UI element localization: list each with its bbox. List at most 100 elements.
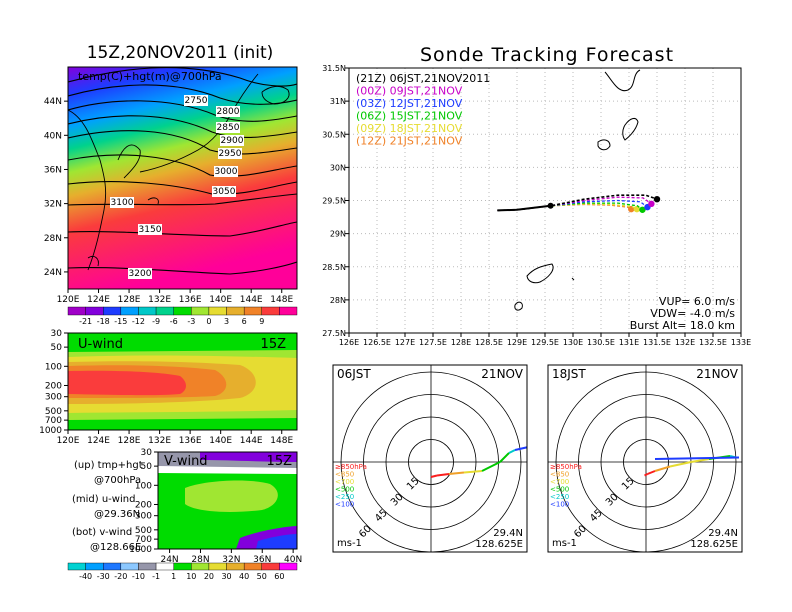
wind-cbar-label: -30: [97, 572, 110, 581]
contour-label-bg: [138, 224, 162, 235]
hodo-lon: 128.625E: [475, 539, 523, 550]
contour-label-bg: [128, 268, 152, 279]
contour-label-bg: [220, 135, 244, 146]
uwind-lon-label: 132E: [148, 436, 171, 446]
hodo-date: 21NOV: [696, 367, 738, 381]
contour-label: 2950: [219, 149, 242, 159]
track-lon-label: 128.5E: [475, 338, 503, 347]
track-lon-label: 131.5E: [643, 338, 671, 347]
vwind-title: V-wind: [164, 454, 208, 469]
side-notes: (up) tmp+hgt @700hPa (mid) u-wind @29.36…: [72, 460, 143, 553]
map-lat-label: 36N: [44, 165, 62, 175]
track-panel: (21Z) 06JST,21NOV2011(00Z) 09JST,21NOV(0…: [322, 64, 751, 347]
hodo-time: 06JST: [337, 367, 371, 381]
vwind-top-white: [158, 466, 297, 474]
temp-colorbar: -21 -18 -15 -12 -9 -6 -3 0 3 6 9: [67, 306, 298, 326]
map-lon-label: 124E: [87, 295, 110, 305]
hodo-lat: 29.4N: [493, 528, 523, 539]
contour-label: 3000: [215, 167, 238, 177]
note-bot1: (bot) v-wind: [72, 527, 132, 538]
wind-cbar-swatch: [279, 562, 298, 571]
temp-cbar-label: 0: [206, 317, 211, 326]
note-up1: (up) tmp+hgt: [74, 460, 143, 471]
vwind-top-purple: [200, 452, 297, 462]
wind-colorbar: -40 -30 -20 -10 -1 1 10 20 30 40 50 60: [67, 562, 298, 581]
track-lat-label: 28N: [330, 296, 346, 305]
contour-label-bg: [218, 148, 242, 159]
hodo-segment: [669, 461, 692, 468]
wind-cbar-swatch: [173, 562, 192, 571]
temp-cbar-swatch: [191, 306, 210, 316]
hodo-segment: [463, 470, 483, 474]
contour-label: 3150: [139, 225, 162, 235]
map-lon-label: 132E: [148, 295, 171, 305]
track-lon-label: 127E: [395, 338, 415, 347]
track-line-4: [497, 203, 638, 212]
vwind-lat-ticks: 24N 28N 32N 36N 40N: [160, 549, 302, 565]
hodo-segment: [448, 471, 465, 475]
map-contour-labels: 2750 2800 2850 2900 2950 3000 3050 3100 3150 3200: [110, 95, 244, 279]
temp-cbar-swatch: [208, 306, 227, 316]
temp-cbar-label: -18: [97, 317, 110, 326]
wind-cbar-swatch: [155, 562, 174, 571]
vwind-bottom-blue: [256, 534, 297, 549]
map-panel: temp(C)+hgt(m)@700hPa 2750 2800 2850 2900 29…: [44, 66, 298, 305]
contour-label: 2850: [217, 123, 240, 133]
wind-cbar-swatch: [120, 562, 139, 571]
temp-cbar-swatch: [226, 306, 245, 316]
map-label: temp(C)+hgt(m)@700hPa: [78, 70, 222, 83]
map-lon-label: 144E: [240, 295, 263, 305]
track-lat-label: 31N: [330, 97, 346, 106]
track-common-segment: [497, 204, 551, 212]
map-temp-field: [68, 67, 297, 289]
track-lon-label: 131E: [619, 338, 639, 347]
map-lat-label: 28N: [44, 234, 62, 244]
uwind-p-label: 300: [45, 393, 62, 403]
vwind-p-label: 200: [135, 500, 152, 510]
track-line-0: [497, 194, 658, 212]
legend-entry-2: (03Z) 12JST,21NOV: [356, 97, 463, 110]
temp-cbar-label: -12: [132, 317, 145, 326]
wind-cbar-swatch: [226, 562, 245, 571]
note-bot2: @128.66E: [90, 542, 141, 553]
track-endpoint-3: [639, 206, 646, 213]
wind-cbar-label: 50: [257, 572, 267, 581]
map-lon-ticks: 120E 124E 128E 132E 136E 140E 144E 148E: [57, 289, 293, 305]
wind-cbar-label: -40: [79, 572, 92, 581]
wind-cbar-label: 60: [274, 572, 284, 581]
uwind-frame: [67, 332, 298, 431]
track-endpoint-0: [653, 195, 661, 203]
map-contours: [68, 67, 297, 275]
contour-label: 2750: [185, 96, 208, 106]
hodo-time: 18JST: [552, 367, 586, 381]
hodo-ring: [340, 371, 522, 552]
uwind-lon-label: 144E: [240, 436, 263, 446]
track-line-2: [497, 199, 648, 212]
uwind-lon-label: 120E: [57, 436, 80, 446]
wind-cbar-label: 1: [171, 572, 176, 581]
wind-cbar-swatch: [208, 562, 227, 571]
map-frame: [67, 66, 298, 290]
vwind-p-label: 500: [135, 526, 152, 536]
hodo-segment: [690, 458, 710, 463]
hodo-level-3: <500: [550, 486, 569, 494]
track-lon-label: 127.5E: [419, 338, 447, 347]
contour-label-bg: [212, 186, 236, 197]
hodo-ring: [385, 416, 477, 508]
hodo-level-3: <500: [335, 486, 354, 494]
right-title: Sonde Tracking Forecast: [420, 44, 674, 66]
temp-cbar-swatch: [103, 306, 122, 316]
hodo-level-1: <850: [335, 471, 354, 479]
track-lat-label: 30N: [330, 163, 346, 172]
hodo-segment: [508, 449, 516, 454]
wind-cbar-label: -1: [152, 572, 160, 581]
note-mid2: @29.36N: [94, 509, 140, 520]
map-lat-label: 40N: [44, 131, 62, 141]
uwind-p-label: 1000: [39, 426, 62, 436]
temp-cbar-label: -3: [187, 317, 195, 326]
